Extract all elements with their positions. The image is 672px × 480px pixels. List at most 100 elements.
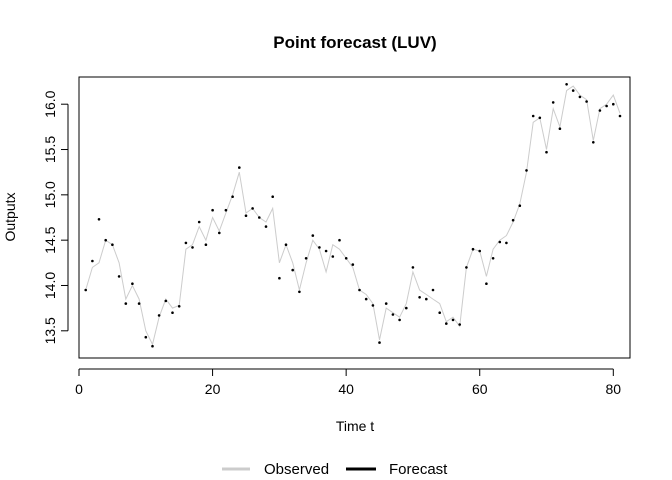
forecast-point [465, 266, 468, 269]
forecast-point [411, 266, 415, 269]
legend-label-forecast: Forecast [389, 461, 448, 478]
forecast-point [211, 208, 214, 212]
forecast-point [131, 282, 134, 286]
forecast-point [445, 322, 448, 325]
forecast-point [291, 268, 295, 272]
forecast-point [144, 335, 148, 339]
forecast-point [151, 344, 154, 348]
forecast-point [605, 104, 608, 108]
forecast-point [157, 314, 161, 317]
forecast-point [244, 214, 248, 217]
forecast-point [238, 166, 241, 169]
y-axis-label: Outputx [2, 192, 18, 241]
forecast-point [251, 207, 254, 210]
forecast-point [384, 302, 388, 305]
forecast-point [258, 216, 261, 219]
y-tick-label: 16.0 [42, 90, 58, 117]
y-tick-label: 15.5 [42, 136, 58, 163]
forecast-point [197, 220, 201, 224]
y-tick-label: 15.0 [42, 181, 58, 208]
forecast-point [458, 323, 462, 326]
x-axis: 0 20 40 60 80 [75, 368, 622, 397]
forecast-point [585, 100, 588, 103]
forecast-point [538, 116, 542, 120]
forecast-point [498, 240, 502, 244]
x-tick-label: 60 [472, 381, 488, 397]
forecast-point [311, 234, 315, 237]
forecast-point [177, 305, 181, 308]
forecast-point [405, 306, 408, 310]
forecast-point [418, 296, 421, 299]
forecast-point [164, 299, 168, 303]
forecast-point [505, 241, 508, 245]
y-axis: 13.5 14.0 14.5 15.0 15.5 16.0 [42, 90, 69, 344]
forecast-point [204, 243, 208, 246]
x-tick-label: 0 [75, 381, 83, 397]
plot-frame [78, 76, 631, 359]
y-tick-label: 14.5 [42, 226, 58, 253]
legend: Observed Forecast [222, 461, 448, 478]
x-tick-label: 80 [606, 381, 622, 397]
forecast-point [104, 238, 107, 242]
forecast-point [551, 101, 555, 104]
forecast-point [364, 297, 368, 301]
forecast-point [451, 318, 455, 322]
forecast-point [485, 282, 488, 286]
forecast-point [324, 249, 328, 253]
forecast-point [471, 247, 475, 251]
forecast-point [438, 311, 442, 315]
forecast-point [218, 231, 221, 235]
x-tick-label: 20 [205, 381, 221, 397]
forecast-point [578, 95, 582, 99]
forecast-point [111, 243, 114, 246]
forecast-point [565, 83, 568, 86]
y-tick-label: 13.5 [42, 317, 58, 344]
forecast-point [171, 311, 174, 315]
forecast-point [491, 257, 495, 260]
legend-label-observed: Observed [264, 461, 329, 478]
forecast-point [511, 218, 515, 222]
forecast-point [124, 302, 128, 305]
forecast-point [264, 225, 268, 228]
forecast-point [224, 208, 228, 212]
chart-title: Point forecast (LUV) [273, 33, 436, 52]
forecast-point [338, 238, 341, 242]
forecast-point [431, 288, 435, 292]
forecast-point [137, 302, 141, 305]
forecast-point [331, 255, 335, 258]
forecast-point [618, 114, 622, 118]
forecast-point [391, 313, 395, 316]
forecast-point [478, 249, 482, 253]
forecast-point [84, 288, 87, 292]
x-axis-label: Time t [336, 418, 374, 434]
forecast-point [371, 304, 375, 307]
forecast-point [184, 241, 188, 245]
forecast-point [425, 297, 428, 301]
forecast-point [351, 263, 355, 266]
forecast-point [344, 257, 348, 260]
forecast-point [592, 141, 595, 144]
forecast-point [318, 246, 321, 249]
forecast-point [278, 276, 281, 280]
forecast-point [191, 246, 194, 249]
plot-area [84, 83, 622, 348]
forecast-point [358, 288, 361, 292]
forecast-point [231, 195, 234, 198]
forecast-point [298, 290, 301, 294]
forecast-point [531, 114, 535, 118]
forecast-point [378, 341, 381, 344]
series-line-observed [85, 85, 621, 346]
forecast-point [571, 89, 575, 92]
forecast-point [612, 102, 615, 106]
forecast-point [518, 204, 522, 207]
forecast-point [398, 318, 401, 322]
forecast-point [304, 257, 308, 260]
forecast-point [598, 109, 602, 112]
forecast-point [284, 243, 288, 246]
forecast-point [91, 259, 94, 263]
forecast-point [271, 195, 275, 198]
forecast-point [97, 218, 101, 221]
forecast-point [545, 150, 548, 154]
forecast-point [117, 275, 121, 278]
